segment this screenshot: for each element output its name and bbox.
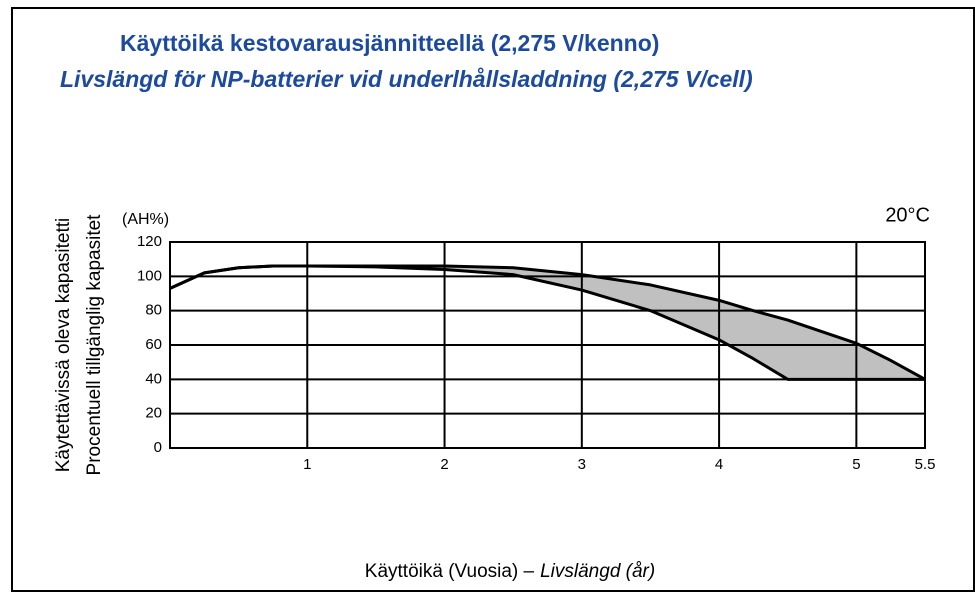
y-tick-label: 120 [137,233,162,250]
x-axis-label-part: Livslängd (år) [540,561,655,582]
band-fill [170,266,925,380]
y-unit: (AH%) [122,211,169,228]
chart-subtitle: Livslängd för NP-batterier vid underlhål… [60,66,753,92]
y-tick-label: 20 [145,405,162,422]
x-tick-label: 5.5 [915,456,936,473]
x-tick-label: 2 [440,456,448,473]
y-tick-label: 0 [154,439,162,456]
x-axis-label-part: Käyttöikä (Vuosia) – [365,561,535,582]
plot-border [169,241,926,449]
y-tick-label: 80 [145,302,162,319]
frame [11,7,975,592]
x-tick-label: 5 [852,456,860,473]
y-tick-label: 60 [145,336,162,353]
chart-title: Käyttöikä kestovarausjännitteellä (2,275… [120,30,659,56]
x-tick-label: 3 [578,456,586,473]
curve [169,264,925,381]
y-axis-label: Procentuell tillgänglig kapasitet [84,214,105,476]
annotation: 20°C [885,204,930,226]
y-axis-label: Käytettävissä oleva kapasitetti [53,218,74,473]
y-tick-label: 40 [145,370,162,387]
x-axis-label: Käyttöikä (Vuosia) – Livslängd (år) [365,561,655,582]
x-tick-label: 4 [715,456,723,473]
y-tick-label: 100 [137,267,162,284]
x-tick-label: 1 [303,456,311,473]
